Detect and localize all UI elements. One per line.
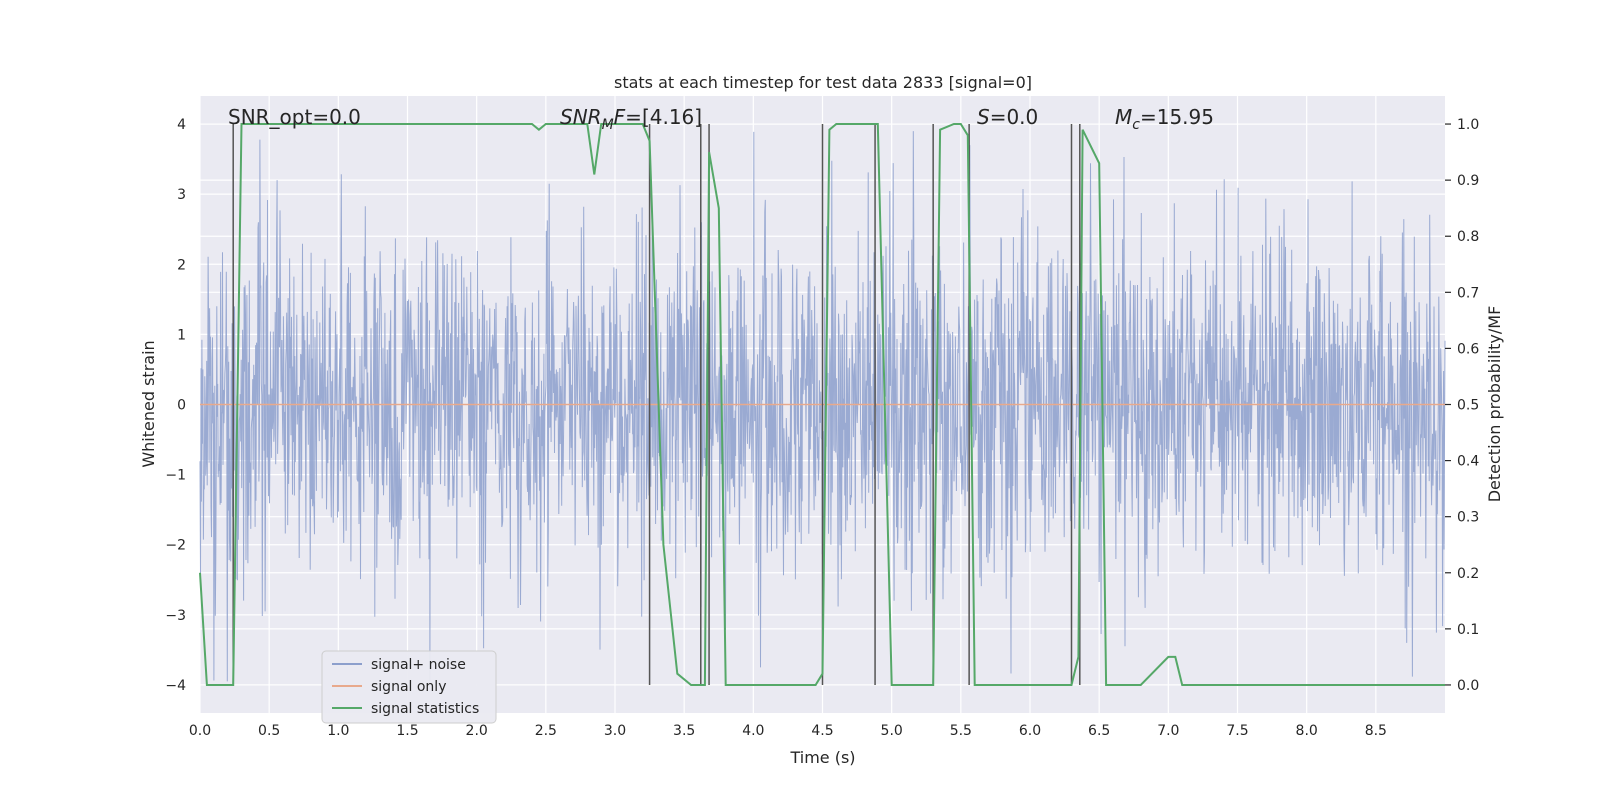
y-left-tick-label: 0 (177, 398, 186, 414)
snr-opt-annotation: SNR_opt=0.0 (228, 105, 361, 129)
x-tick-label: 7.5 (1226, 723, 1248, 739)
y-right-tick-label: 0.4 (1457, 454, 1479, 470)
x-tick-label: 7.0 (1157, 723, 1179, 739)
y-left-tick-label: 1 (177, 327, 186, 343)
x-axis-label: Time (s) (789, 748, 855, 767)
y-right-tick-label: 0.0 (1457, 678, 1479, 694)
x-tick-label: 5.5 (950, 723, 972, 739)
y-right-tick-label: 0.8 (1457, 229, 1479, 245)
y-right-tick-label: 0.1 (1457, 622, 1479, 638)
y-left-tick-label: −2 (165, 538, 186, 554)
y-left-tick-label: 4 (177, 117, 186, 133)
x-tick-label: 0.5 (258, 723, 280, 739)
y-left-tick-label: −4 (165, 678, 186, 694)
y-left-tick-label: −1 (165, 468, 186, 484)
legend-label-signal: signal only (371, 679, 446, 695)
legend: signal+ noise signal only signal statist… (321, 650, 497, 724)
s-annotation: S=0.0 (977, 105, 1038, 129)
legend-label-noise: signal+ noise (371, 657, 466, 673)
x-tick-label: 6.5 (1088, 723, 1110, 739)
x-tick-label: 3.0 (604, 723, 626, 739)
x-tick-label: 4.0 (742, 723, 764, 739)
y-right-tick-label: 0.3 (1457, 510, 1479, 526)
y-right-tick-label: 1.0 (1457, 117, 1479, 133)
y-right-tick-label: 0.6 (1457, 341, 1479, 357)
x-tick-label: 5.0 (881, 723, 903, 739)
x-tick-label: 2.5 (535, 723, 557, 739)
x-tick-label: 0.0 (189, 723, 211, 739)
y-right-axis-ticks: 0.0 0.1 0.2 0.3 0.4 0.5 0.6 0.7 0.8 0.9 1.0 (1445, 117, 1479, 694)
y-right-axis-label: Detection probability/MF (1485, 306, 1504, 503)
snr-mf-annotation: SNRMF=[4.16] (560, 105, 702, 133)
x-tick-label: 8.5 (1365, 723, 1387, 739)
y-left-tick-label: −3 (165, 608, 186, 624)
x-tick-label: 3.5 (673, 723, 695, 739)
x-tick-label: 1.5 (396, 723, 418, 739)
x-axis-ticks: 0.0 0.5 1.0 1.5 2.0 2.5 3.0 3.5 4.0 4.5 5.0 5.5 6.0 6… (189, 723, 1387, 739)
x-tick-label: 2.0 (466, 723, 488, 739)
y-right-tick-label: 0.9 (1457, 173, 1479, 189)
chart-title: stats at each timestep for test data 283… (614, 73, 1032, 92)
x-tick-label: 1.0 (327, 723, 349, 739)
x-tick-label: 8.0 (1296, 723, 1318, 739)
y-right-tick-label: 0.5 (1457, 398, 1479, 414)
legend-label-stats: signal statistics (371, 701, 479, 717)
y-left-tick-label: 3 (177, 187, 186, 203)
x-tick-label: 4.5 (811, 723, 833, 739)
legend-box (321, 650, 497, 724)
y-right-tick-label: 0.2 (1457, 566, 1479, 582)
signal-statistics-series (199, 123, 1445, 686)
x-tick-label: 6.0 (1019, 723, 1041, 739)
y-left-axis-label: Whitened strain (139, 340, 158, 467)
y-left-axis-ticks: −4 −3 −2 −1 0 1 2 3 4 (165, 117, 186, 694)
mc-annotation: Mc=15.95 (1115, 105, 1214, 133)
y-right-tick-label: 0.7 (1457, 285, 1479, 301)
y-left-tick-label: 2 (177, 257, 186, 273)
